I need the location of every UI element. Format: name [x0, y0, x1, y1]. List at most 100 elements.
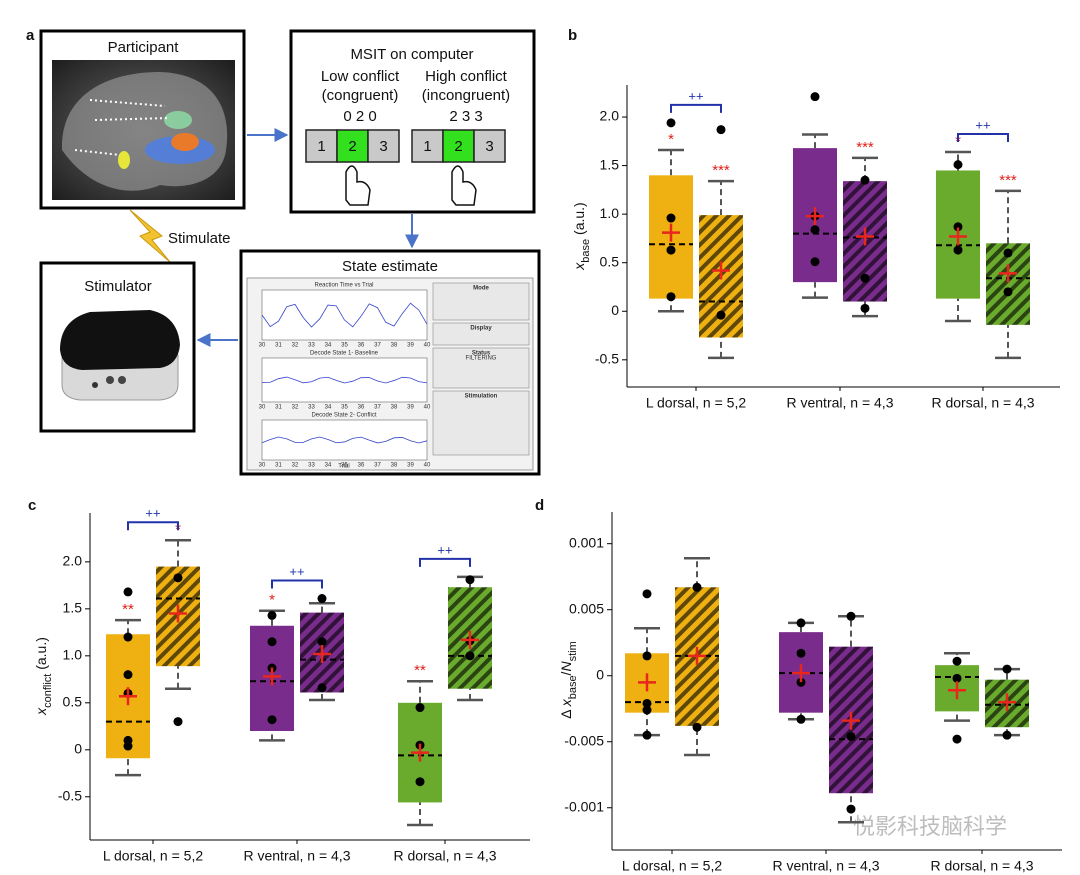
key	[473, 129, 506, 163]
key-label: 1	[317, 138, 325, 155]
key	[367, 129, 400, 163]
significance: ***	[712, 162, 730, 179]
gui-plot	[261, 419, 428, 461]
gui-tick: 32	[292, 343, 299, 349]
data-point	[267, 610, 277, 620]
x-tick-label: R ventral, n = 4,3	[243, 848, 350, 864]
data-point	[642, 705, 652, 715]
gui-tick: 37	[374, 463, 381, 469]
y-tick-label: 0.005	[569, 600, 604, 616]
data-point	[666, 245, 676, 255]
mean-marker	[842, 711, 860, 730]
panel-label: c	[28, 497, 36, 514]
y-axis-label: xbase (a.u.)	[571, 202, 592, 270]
y-axis-label-part: x	[571, 262, 587, 271]
data-point	[415, 777, 425, 787]
panel-label: d	[535, 497, 544, 514]
mean-marker	[313, 644, 331, 663]
data-point	[953, 222, 963, 232]
gui-status: FILTERING	[466, 356, 497, 362]
watermark: 悦影科技脑科学	[853, 814, 1007, 839]
data-point	[1002, 730, 1012, 740]
y-axis-label-part: (a.u.)	[33, 637, 49, 674]
data-point	[810, 92, 820, 102]
data-point	[796, 648, 806, 658]
data-point	[173, 717, 183, 727]
mean-marker	[119, 687, 137, 706]
panel-a: a Participant MSIT on computer Low confl…	[26, 27, 541, 476]
gui-tick: 40	[424, 405, 431, 411]
y-tick-label: -0.5	[58, 787, 82, 803]
gui-panel	[432, 347, 530, 389]
data-point	[952, 673, 962, 683]
gui-tick: 35	[341, 405, 348, 411]
gui-tick: 34	[325, 343, 332, 349]
data-point	[692, 722, 702, 732]
x-tick-label: L dorsal, n = 5,2	[103, 848, 203, 864]
y-axis-label-part: base	[567, 675, 579, 699]
y-tick-label: 1.0	[63, 647, 83, 663]
gui-panel-title: Mode	[473, 286, 489, 292]
mean-marker	[662, 223, 680, 242]
data-point	[846, 731, 856, 741]
y-axis-label-part: x	[33, 707, 49, 716]
data-point	[123, 741, 133, 751]
y-axis-label-part: stim	[567, 641, 579, 661]
gui-tick: 35	[341, 463, 348, 469]
y-tick-label: 1.0	[600, 205, 620, 221]
key-label: 2	[454, 138, 462, 155]
gui-tick: 32	[292, 405, 299, 411]
data-point	[317, 594, 327, 604]
data-point	[666, 213, 676, 223]
data-point	[642, 651, 652, 661]
y-tick-label: 0.5	[600, 253, 620, 269]
y-tick-label: 0	[596, 666, 604, 682]
gui-tick: 36	[358, 405, 365, 411]
gui-xlabel: Trial	[338, 464, 349, 470]
stimulator-title: Stimulator	[84, 278, 152, 295]
data-point	[796, 677, 806, 687]
participant-title: Participant	[108, 39, 180, 56]
device-knob	[118, 376, 126, 384]
data-point	[846, 804, 856, 814]
data-point	[267, 715, 277, 725]
data-point	[1003, 248, 1013, 258]
chart: c -0.5 0 0.5 1.0 1.5 2.0 xconflict (a.u.) L dors…	[28, 497, 530, 864]
bracket-label: ++	[437, 542, 452, 557]
data-point	[173, 573, 183, 583]
mean-marker	[949, 227, 967, 246]
data-point	[267, 637, 277, 647]
y-tick-label: 0.5	[63, 694, 83, 710]
x-tick-label: L dorsal, n = 5,2	[646, 395, 746, 411]
y-tick-label: -0.5	[595, 351, 619, 367]
data-point	[666, 118, 676, 128]
digits: 2 3 3	[449, 108, 482, 125]
gui-trace	[261, 436, 428, 444]
gui-panel-title: Status	[472, 351, 491, 357]
gui-trace	[261, 302, 428, 328]
data-point	[810, 225, 820, 235]
condition: (congruent)	[322, 87, 399, 104]
gui-tick: 35	[341, 343, 348, 349]
gui-tick: 38	[391, 343, 398, 349]
y-axis-label: Δ xbase/Nstim	[558, 641, 579, 719]
bracket-label: ++	[975, 117, 990, 132]
panel-label: a	[26, 27, 35, 44]
data-point	[123, 587, 133, 597]
brain-region	[171, 133, 199, 151]
brain-region	[118, 151, 130, 169]
gui-tick: 39	[407, 463, 414, 469]
data-point	[796, 618, 806, 628]
data-point	[642, 730, 652, 740]
significance: *	[269, 592, 275, 609]
gui-tick: 34	[325, 463, 332, 469]
bracket	[271, 579, 323, 589]
gui-plot	[261, 357, 428, 403]
data-point	[716, 310, 726, 320]
data-point	[317, 683, 327, 693]
y-tick-label: 1.5	[63, 600, 83, 616]
panel-label: b	[568, 27, 577, 44]
gui-trace	[261, 376, 428, 384]
data-point	[860, 273, 870, 283]
